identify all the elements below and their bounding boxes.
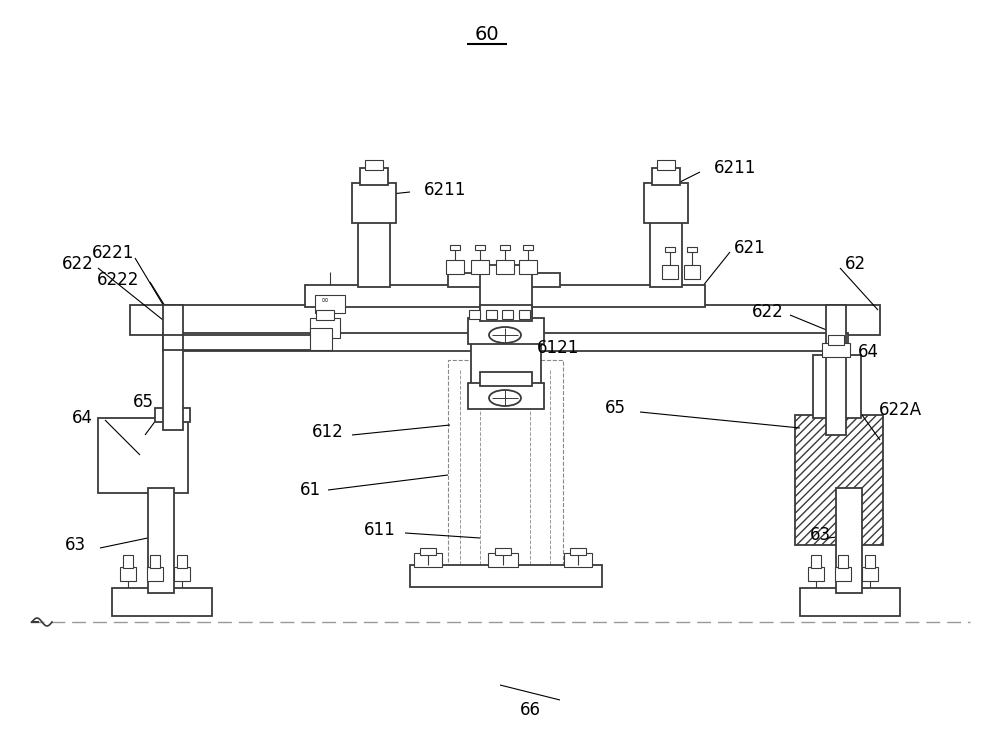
Text: 6222: 6222 [97,271,139,289]
Text: 6121: 6121 [537,339,579,357]
Bar [365,160,383,170]
Bar [147,567,163,581]
Bar [446,260,464,274]
Text: 63: 63 [809,526,831,544]
Bar [564,553,592,567]
Bar [471,260,489,274]
Bar [123,555,133,568]
Bar [480,372,532,386]
Bar [687,247,697,252]
Bar [471,340,541,395]
Bar [665,247,675,252]
Bar [811,555,821,568]
Bar [652,168,680,185]
Text: 622: 622 [62,255,94,273]
Bar [795,415,883,545]
Bar [662,265,678,279]
Bar [808,567,824,581]
Bar [570,548,586,555]
Bar [469,310,480,319]
Bar [495,548,511,555]
Bar [150,555,160,568]
Bar [177,555,187,568]
Bar [828,335,844,345]
Bar [813,355,861,418]
Bar [112,588,212,616]
Bar [486,310,497,319]
Text: 62: 62 [844,255,866,273]
Bar [148,488,174,593]
Text: 621: 621 [734,239,766,257]
Bar [316,310,334,320]
Text: 6211: 6211 [424,181,466,199]
Bar [468,318,544,344]
Bar [174,567,190,581]
Bar [519,310,530,319]
Text: 64: 64 [72,409,92,427]
Ellipse shape [489,390,521,406]
Text: 65: 65 [132,393,154,411]
Bar [684,265,700,279]
Bar [519,260,537,274]
Text: 622A: 622A [878,401,922,419]
Bar [836,488,862,593]
Text: 6221: 6221 [92,244,134,262]
Bar [650,220,682,287]
Bar [414,553,442,567]
Text: 6211: 6211 [714,159,756,177]
Bar [865,555,875,568]
Text: 63: 63 [64,536,86,554]
Bar [644,183,688,223]
Text: 612: 612 [312,423,344,441]
Bar [480,265,532,343]
Bar [835,567,851,581]
Bar [500,245,510,250]
Bar [826,305,846,435]
Bar [862,567,878,581]
Bar [502,310,513,319]
Bar [120,567,136,581]
Bar [488,553,518,567]
Bar [800,588,900,616]
Text: 622: 622 [752,303,784,321]
Bar [448,360,563,580]
Text: 65: 65 [604,399,626,417]
Text: ∞: ∞ [321,295,329,305]
Bar [450,245,460,250]
Bar [360,168,388,185]
Bar [155,408,190,422]
Bar [523,245,533,250]
Bar [310,318,340,338]
Bar [420,548,436,555]
Bar [163,333,848,351]
Ellipse shape [489,327,521,343]
Bar [315,295,345,313]
Text: 66: 66 [520,701,540,719]
Bar [468,383,544,409]
Bar [838,555,848,568]
Bar [657,160,675,170]
Bar [352,183,396,223]
Bar [496,260,514,274]
Bar [358,220,390,287]
Bar [130,305,880,335]
Bar [163,305,183,430]
Text: 64: 64 [858,343,879,361]
Bar [98,418,188,493]
Bar [475,245,485,250]
Bar [410,565,602,587]
Bar [448,273,560,287]
Text: 61: 61 [299,481,321,499]
Text: 611: 611 [364,521,396,539]
Bar [480,305,532,321]
Text: 60: 60 [475,26,499,44]
Bar [822,343,850,357]
Bar [310,328,332,350]
Bar [305,285,705,307]
